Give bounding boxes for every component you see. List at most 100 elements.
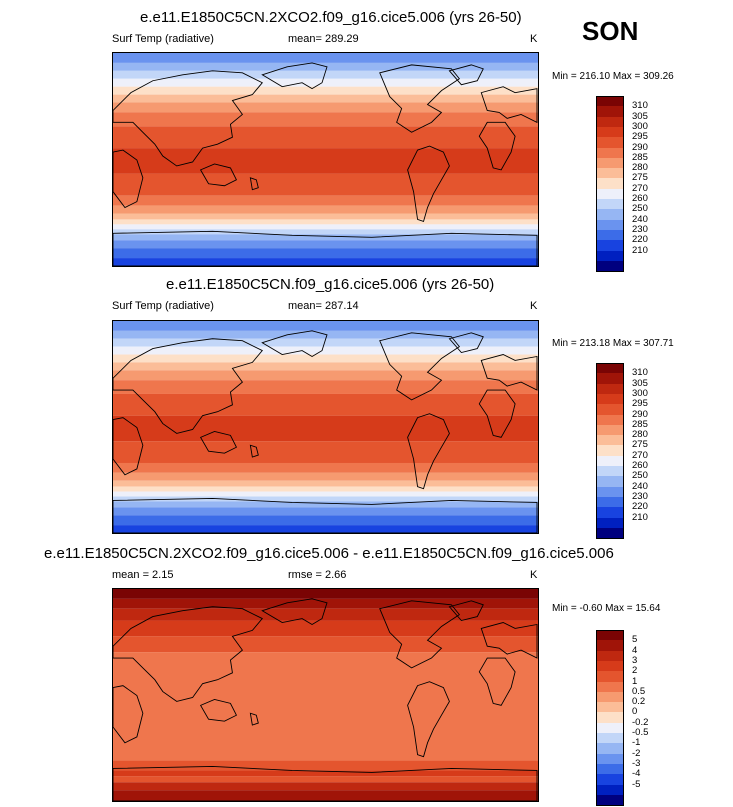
coastline <box>199 163 238 187</box>
colorbar-label: 290 <box>632 408 648 420</box>
colorbar-swatch <box>596 640 624 652</box>
colorbar-label: 270 <box>632 449 648 461</box>
colorbar-swatch <box>596 466 624 477</box>
coastline <box>249 444 259 458</box>
colorbar-label: 240 <box>632 213 648 225</box>
coastline <box>379 64 461 133</box>
colorbar-label: 250 <box>632 470 648 482</box>
coastline <box>407 413 450 490</box>
colorbar-label: 0.5 <box>632 685 646 697</box>
colorbar-label: 0 <box>632 706 638 718</box>
colorbar-label: 285 <box>632 151 648 163</box>
colorbar-swatch <box>596 691 624 703</box>
colorbar-label: 2 <box>632 665 638 677</box>
colorbar-swatch <box>596 630 624 641</box>
coastline <box>199 430 238 454</box>
coastline <box>379 332 461 401</box>
colorbar-swatch <box>596 96 624 107</box>
colorbar-swatch <box>596 455 624 467</box>
coastline <box>407 145 450 222</box>
coastline <box>113 149 144 209</box>
colorbar-label: 5 <box>632 634 638 646</box>
colorbar-swatch <box>596 517 624 529</box>
colorbar-swatch <box>596 219 624 231</box>
colorbar-swatch <box>596 650 624 662</box>
panel-1-mean-label: mean= 289.29 <box>288 33 359 45</box>
colorbar-swatch <box>596 383 624 395</box>
colorbar-swatch <box>596 784 624 796</box>
colorbar-swatch <box>596 229 624 241</box>
colorbar-swatch <box>596 794 624 806</box>
colorbar-swatch <box>596 507 624 518</box>
colorbar-label: 4 <box>632 644 638 656</box>
colorbar-label: 300 <box>632 387 648 399</box>
coastline <box>480 86 538 124</box>
panel-1-variable-label: Surf Temp (radiative) <box>112 33 214 45</box>
coastline <box>113 230 538 266</box>
colorbar-label: 310 <box>632 100 648 112</box>
colorbar-swatch <box>596 363 624 374</box>
colorbar-label: -2 <box>632 747 641 759</box>
panel-3-minmax: Min = -0.60 Max = 15.64 <box>552 603 661 614</box>
colorbar-swatch <box>596 763 624 775</box>
colorbar-label: 260 <box>632 460 648 471</box>
colorbar-label: 290 <box>632 141 648 153</box>
colorbar-label: 0.2 <box>632 696 646 708</box>
colorbar-swatch <box>596 209 624 221</box>
colorbar-swatch <box>596 168 624 179</box>
colorbar-swatch <box>596 722 624 734</box>
panel-2-map <box>112 320 539 534</box>
colorbar-label: 240 <box>632 480 648 492</box>
panel-1-title: e.e11.E1850C5CN.2XCO2.f09_g16.cice5.006 … <box>140 9 522 26</box>
panel-2-mean-label: mean= 287.14 <box>288 300 359 312</box>
panel-2-units-label: K <box>530 300 538 312</box>
colorbar-label: 3 <box>632 654 638 666</box>
colorbar-label: -0.5 <box>632 727 649 738</box>
coastline <box>448 332 484 354</box>
panel-3-title: e.e11.E1850C5CN.2XCO2.f09_g16.cice5.006 … <box>44 545 614 562</box>
coastline <box>249 712 259 726</box>
colorbar-swatch <box>596 178 624 190</box>
season-label: SON <box>582 16 639 46</box>
colorbar-label: 295 <box>632 131 648 143</box>
coastline <box>448 600 484 622</box>
coastline <box>480 354 538 391</box>
colorbar-label: -1 <box>632 737 641 749</box>
colorbar-swatch <box>596 260 624 272</box>
coastline <box>379 600 461 669</box>
colorbar-swatch <box>596 199 624 210</box>
coastline <box>113 606 264 702</box>
coastline <box>407 681 450 758</box>
colorbar-swatch <box>596 445 624 457</box>
panel-3-mean-label: mean = 2.15 <box>112 569 174 581</box>
colorbar-label: 220 <box>632 501 648 513</box>
coastline <box>113 338 264 434</box>
colorbar-label: -0.2 <box>632 716 649 728</box>
coastline <box>478 121 516 171</box>
coastline <box>113 498 538 533</box>
panel-1-map <box>112 52 539 267</box>
coastline <box>113 685 144 744</box>
colorbar-label: 285 <box>632 418 648 430</box>
colorbar-label: 275 <box>632 172 648 184</box>
colorbar-swatch <box>596 250 624 262</box>
colorbar-swatch <box>596 404 624 415</box>
colorbar-label: 230 <box>632 223 648 235</box>
colorbar-label: 280 <box>632 429 648 441</box>
colorbar-swatch <box>596 486 624 498</box>
colorbar-swatch <box>596 106 624 118</box>
colorbar-swatch <box>596 660 624 672</box>
coastline <box>113 417 144 476</box>
colorbar-label: 1 <box>632 675 638 687</box>
coastline <box>478 389 516 438</box>
colorbar-swatch <box>596 373 624 385</box>
panel-3-map <box>112 588 539 802</box>
colorbar-label: 210 <box>632 511 648 523</box>
colorbar-swatch <box>596 712 624 724</box>
panel-1-units-label: K <box>530 33 538 45</box>
colorbar-swatch <box>596 733 624 744</box>
colorbar-label: 310 <box>632 367 648 379</box>
panel-3-rmse-label: rmse = 2.66 <box>288 569 347 581</box>
coastline <box>261 330 328 358</box>
panel-2-minmax: Min = 213.18 Max = 307.71 <box>552 338 674 349</box>
